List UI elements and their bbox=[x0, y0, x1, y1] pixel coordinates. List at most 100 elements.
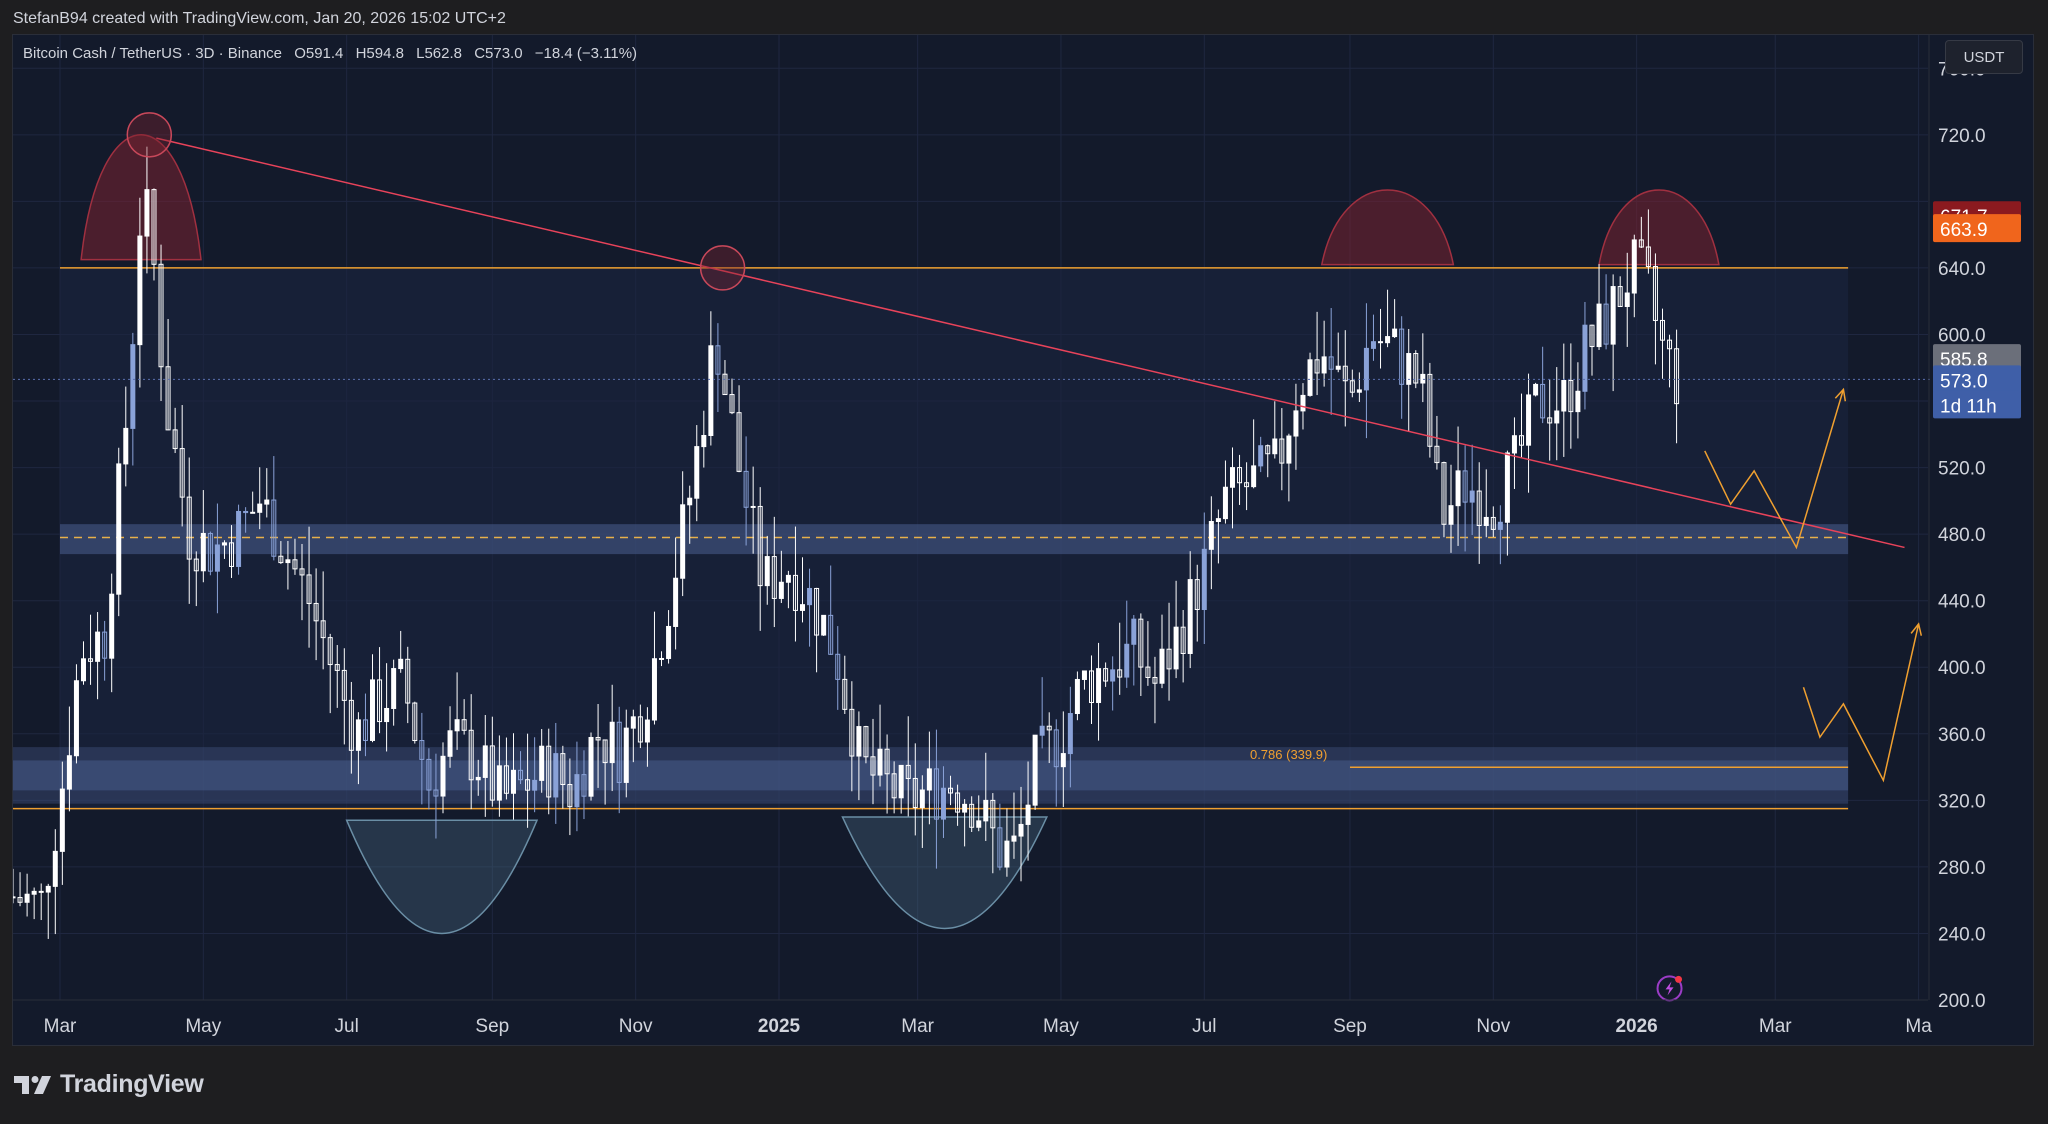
candle-body bbox=[835, 653, 841, 680]
candle-body bbox=[130, 344, 136, 429]
candle-body bbox=[334, 664, 340, 671]
candles bbox=[13, 146, 1680, 939]
candle-body bbox=[863, 726, 869, 758]
candle-body bbox=[525, 779, 531, 791]
candle-body bbox=[1378, 341, 1384, 344]
candle-body bbox=[1610, 286, 1616, 345]
candle-body bbox=[785, 574, 791, 583]
candle-body bbox=[1392, 328, 1398, 338]
candle-body bbox=[849, 708, 855, 757]
y-tick-label: 600.0 bbox=[1938, 325, 1986, 346]
tradingview-logo-icon bbox=[14, 1075, 51, 1094]
candle-body bbox=[771, 556, 777, 599]
candle-body bbox=[778, 581, 784, 599]
y-tick-label: 720.0 bbox=[1938, 126, 1986, 147]
fib-level-label: 0.786 (339.9) bbox=[1250, 747, 1327, 762]
candle-body bbox=[1370, 341, 1376, 349]
candle-body bbox=[88, 658, 94, 662]
candle-body bbox=[13, 896, 16, 899]
projection-path-1 bbox=[1704, 389, 1845, 550]
x-tick-label: Ma bbox=[1905, 1016, 1932, 1037]
candle-body bbox=[179, 448, 185, 498]
candle-body bbox=[1138, 618, 1144, 668]
candle-body bbox=[1166, 648, 1172, 670]
lightning-icon-bolt bbox=[1665, 981, 1674, 996]
candle-body bbox=[1533, 383, 1539, 396]
ohlc-close: C573.0 bbox=[474, 45, 523, 62]
descending-trend-line bbox=[156, 137, 1905, 549]
candle-body bbox=[884, 748, 890, 775]
candle-body bbox=[659, 657, 665, 660]
candle-body bbox=[1476, 490, 1482, 526]
candle-body bbox=[1258, 445, 1264, 467]
symbol-name[interactable]: Bitcoin Cash / TetherUS · 3D · Binance bbox=[23, 45, 283, 62]
candle-body bbox=[1427, 373, 1433, 447]
candle-body bbox=[165, 366, 171, 431]
candle-body bbox=[1356, 389, 1362, 393]
y-tick-label: 200.0 bbox=[1938, 991, 1986, 1012]
brand-name: TradingView bbox=[60, 1070, 204, 1098]
candle-body bbox=[905, 764, 911, 779]
cup-pattern-1 bbox=[345, 819, 539, 935]
currency-button[interactable]: USDT bbox=[1945, 40, 2023, 74]
candle-body bbox=[482, 745, 488, 778]
candle-body bbox=[341, 669, 347, 701]
candle-body bbox=[1399, 328, 1405, 385]
candle-body bbox=[1131, 618, 1137, 645]
candle-body bbox=[694, 446, 700, 499]
candle-body bbox=[468, 729, 474, 781]
candle-body bbox=[1342, 365, 1348, 382]
candle-body bbox=[807, 587, 813, 606]
candle-body bbox=[1081, 670, 1087, 680]
cup-pattern-2 bbox=[841, 816, 1049, 930]
candle-body bbox=[630, 716, 636, 729]
candle-body bbox=[1363, 347, 1369, 391]
candle-body bbox=[1222, 486, 1228, 520]
candle-body bbox=[821, 614, 827, 636]
candle-body bbox=[398, 658, 404, 670]
candle-body bbox=[1638, 239, 1644, 248]
candle-body bbox=[651, 658, 657, 721]
candle-body bbox=[264, 499, 270, 505]
candle-body bbox=[940, 787, 946, 820]
candle-body bbox=[313, 602, 319, 622]
projection-arrow-2 bbox=[1910, 622, 1923, 636]
candle-body bbox=[1526, 394, 1532, 446]
candle-body bbox=[489, 745, 495, 801]
candle-body bbox=[609, 721, 615, 764]
candle-body bbox=[602, 739, 608, 764]
candle-body bbox=[962, 803, 968, 813]
tradingview-logo[interactable]: TradingView bbox=[14, 1070, 204, 1099]
candle-body bbox=[221, 542, 227, 546]
price-label-text: 663.9 bbox=[1940, 220, 1988, 241]
candle-body bbox=[1053, 729, 1059, 768]
candle-body bbox=[102, 631, 108, 659]
candle-body bbox=[1173, 626, 1179, 670]
candle-body bbox=[1547, 417, 1553, 424]
candle-body bbox=[447, 730, 453, 757]
candle-body bbox=[1279, 438, 1285, 464]
price-chart[interactable]: 0.786 (339.9) 200.0 240.0 280.0 320.0 360.0 40… bbox=[13, 35, 2034, 1046]
candle-body bbox=[799, 604, 805, 611]
candle-body bbox=[518, 769, 524, 781]
candle-body bbox=[80, 658, 86, 682]
candle-body bbox=[38, 890, 44, 893]
candle-body bbox=[292, 559, 298, 570]
candle-body bbox=[1497, 521, 1503, 530]
candle-body bbox=[1617, 286, 1623, 307]
candle-body bbox=[1568, 379, 1574, 413]
candle-body bbox=[299, 568, 305, 576]
price-label-box bbox=[1933, 214, 2021, 243]
ohlc-high: H594.8 bbox=[355, 45, 404, 62]
x-tick-label: Sep bbox=[1333, 1016, 1367, 1037]
candle-body bbox=[623, 727, 629, 783]
candle-body bbox=[327, 637, 333, 666]
candle-body bbox=[926, 768, 932, 791]
candle-body bbox=[1434, 445, 1440, 464]
chart-panel[interactable]: 0.786 (339.9) 200.0 240.0 280.0 320.0 360.0 40… bbox=[12, 34, 2034, 1046]
candle-body bbox=[1103, 668, 1109, 682]
candle-body bbox=[1152, 676, 1158, 684]
candle-body bbox=[1596, 303, 1602, 348]
candle-body bbox=[229, 542, 235, 567]
candle-body bbox=[1208, 521, 1214, 550]
